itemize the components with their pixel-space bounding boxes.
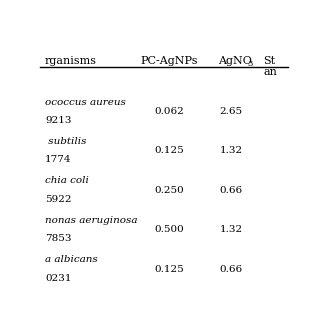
Text: 0.125: 0.125: [154, 146, 184, 155]
Text: 1774: 1774: [45, 156, 71, 164]
Text: 0231: 0231: [45, 274, 71, 283]
Text: 0.66: 0.66: [220, 265, 243, 274]
Text: 5922: 5922: [45, 195, 71, 204]
Text: AgNO: AgNO: [219, 56, 252, 66]
Text: 9213: 9213: [45, 116, 71, 125]
Text: 0.500: 0.500: [154, 225, 184, 234]
Text: 0.250: 0.250: [154, 186, 184, 195]
Text: rganisms: rganisms: [45, 56, 97, 66]
Text: ococcus aureus: ococcus aureus: [45, 98, 126, 107]
Text: subtilis: subtilis: [45, 137, 86, 146]
Text: nonas aeruginosa: nonas aeruginosa: [45, 216, 138, 225]
Text: 0.66: 0.66: [220, 186, 243, 195]
Text: St
an: St an: [263, 56, 277, 77]
Text: 0.125: 0.125: [154, 265, 184, 274]
Text: a albicans: a albicans: [45, 255, 98, 264]
Text: PC-AgNPs: PC-AgNPs: [140, 56, 198, 66]
Text: 3: 3: [247, 60, 252, 68]
Text: 0.062: 0.062: [154, 107, 184, 116]
Text: 2.65: 2.65: [220, 107, 243, 116]
Text: chia coli: chia coli: [45, 176, 89, 185]
Text: 1.32: 1.32: [220, 146, 243, 155]
Text: 1.32: 1.32: [220, 225, 243, 234]
Text: 7853: 7853: [45, 234, 71, 243]
